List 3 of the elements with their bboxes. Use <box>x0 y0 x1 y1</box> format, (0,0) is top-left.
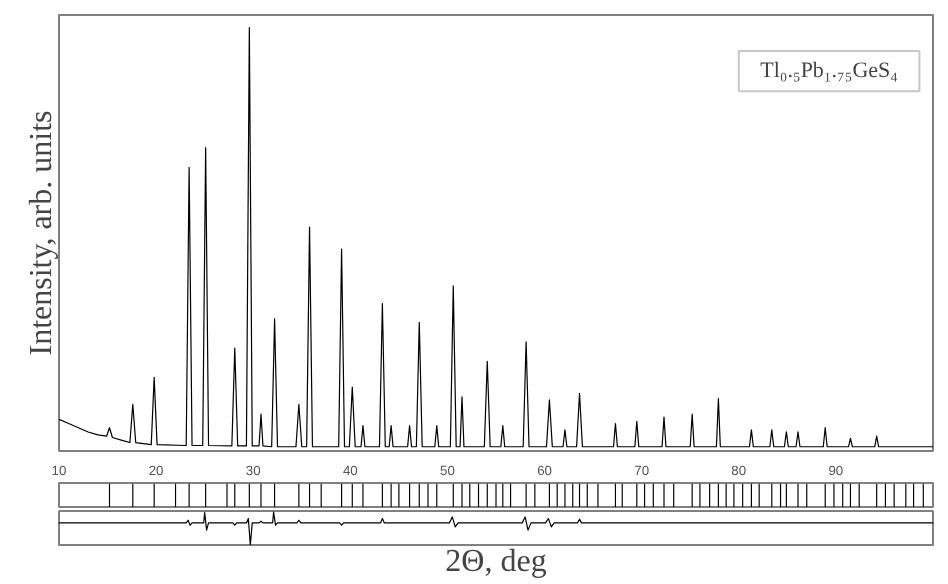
x-axis-title: 2Θ, deg <box>445 545 547 579</box>
y-axis-title: Intensity, arb. units <box>25 110 59 356</box>
annotation: Tl₀.₅Pb₁.₇₅GeS₄ <box>760 59 899 84</box>
